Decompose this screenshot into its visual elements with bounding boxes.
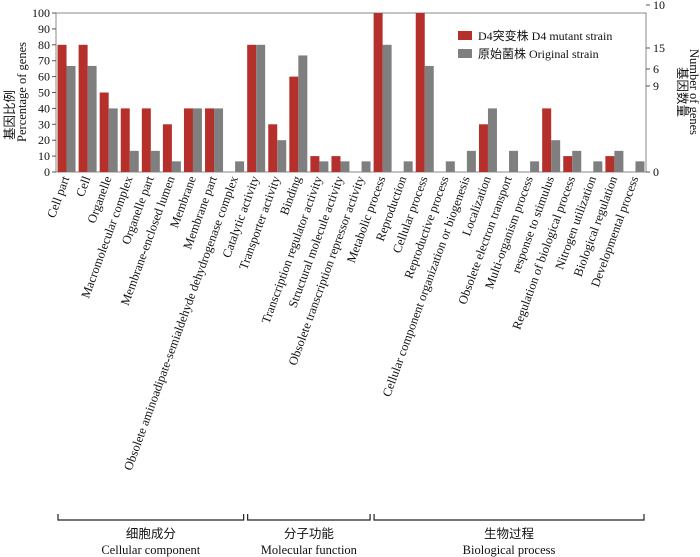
bar-mutant [78, 44, 88, 172]
bar-layer [57, 13, 645, 173]
bar-mutant [478, 124, 488, 172]
bar-original [87, 65, 97, 172]
bar-original [382, 44, 392, 172]
bar-original [403, 161, 413, 172]
bar-mutant [415, 13, 425, 172]
bar-original [551, 140, 561, 172]
bar-mutant [268, 124, 278, 172]
bar-mutant [141, 108, 151, 172]
bar-original [298, 55, 308, 173]
group-label-en: Biological process [463, 543, 556, 557]
bar-mutant [99, 92, 109, 172]
left-tick-label: 70 [38, 54, 50, 68]
bar-mutant [373, 13, 383, 172]
category-label: Cell [73, 174, 93, 199]
right-tick-label: 10 [653, 0, 665, 12]
bar-original [192, 108, 202, 172]
left-tick-label: 60 [38, 70, 50, 84]
right-axis-title-en: Number of genes [687, 49, 700, 135]
group-bracket [247, 514, 371, 521]
bar-original [171, 161, 181, 172]
left-tick-label: 20 [38, 133, 50, 147]
bar-original [66, 65, 76, 172]
bar-original [235, 161, 245, 172]
group-label-cn: 细胞成分 [126, 527, 176, 541]
left-tick-label: 100 [32, 6, 50, 20]
group-label-cn: 生物过程 [484, 526, 535, 541]
bar-original [214, 108, 224, 172]
bar-original [445, 161, 455, 172]
legend-label-mutant: D4突变株 D4 mutant strain [478, 28, 612, 43]
left-tick-label: 30 [38, 117, 50, 131]
left-tick-label: 40 [38, 101, 50, 115]
legend-swatch-original [458, 49, 472, 58]
bar-original [487, 108, 497, 172]
category-label: Cell part [44, 174, 72, 220]
group-label-en: Cellular component [101, 543, 200, 557]
legend-swatch-mutant [458, 31, 472, 40]
left-tick-label: 90 [38, 22, 50, 36]
bar-mutant [162, 124, 172, 172]
right-axis-title-cn: 基因数量 [675, 67, 690, 117]
bar-original [466, 150, 476, 172]
bar-original [635, 161, 645, 172]
left-tick-label: 10 [38, 149, 50, 163]
left-axis-title-cn: 基因比例 [3, 90, 17, 140]
bar-original [593, 161, 603, 172]
bar-mutant [331, 156, 341, 172]
bar-mutant [57, 44, 67, 172]
bar-mutant [310, 156, 320, 172]
right-tick-label: 6 [653, 62, 659, 76]
right-tick-label: 9 [653, 79, 659, 93]
bar-mutant [205, 108, 215, 172]
bar-original [572, 150, 582, 172]
left-axis-title: 基因比例 Percentage of genes [3, 42, 29, 142]
group-label-en: Molecular function [261, 543, 358, 557]
left-tick-label: 0 [44, 165, 50, 179]
group-brackets: 细胞成分 Cellular component 分子功能 Molecular func… [57, 514, 645, 557]
legend: D4突变株 D4 mutant strain 原始菌株 Original str… [458, 28, 612, 61]
group-label-cn: 分子功能 [284, 527, 335, 541]
bar-original [614, 150, 624, 172]
bar-original [361, 161, 371, 172]
bar-mutant [542, 108, 552, 172]
right-axis-title: 基因数量 Number of genes [675, 49, 700, 135]
bar-original [509, 150, 519, 172]
right-tick-label: 15 [653, 41, 665, 55]
bar-original [340, 161, 350, 172]
bar-original [256, 44, 266, 172]
bar-mutant [247, 44, 257, 172]
left-axis-title-en: Percentage of genes [15, 42, 29, 142]
bar-mutant [563, 156, 573, 172]
bar-mutant [289, 76, 299, 172]
bar-original [129, 150, 139, 172]
bar-original [108, 108, 118, 172]
right-tick-label: 0 [653, 165, 659, 179]
left-tick-label: 50 [38, 86, 50, 100]
group-bracket [373, 514, 645, 521]
legend-label-original: 原始菌株 Original strain [478, 46, 599, 61]
bar-original [277, 140, 287, 172]
bar-mutant [605, 156, 615, 172]
bar-original [150, 150, 160, 172]
bar-mutant [183, 108, 193, 172]
group-bracket [57, 514, 245, 521]
left-tick-label: 80 [38, 38, 50, 52]
bar-original [319, 161, 329, 172]
bar-mutant [120, 108, 130, 172]
bar-original [530, 161, 540, 172]
bar-original [424, 65, 434, 172]
